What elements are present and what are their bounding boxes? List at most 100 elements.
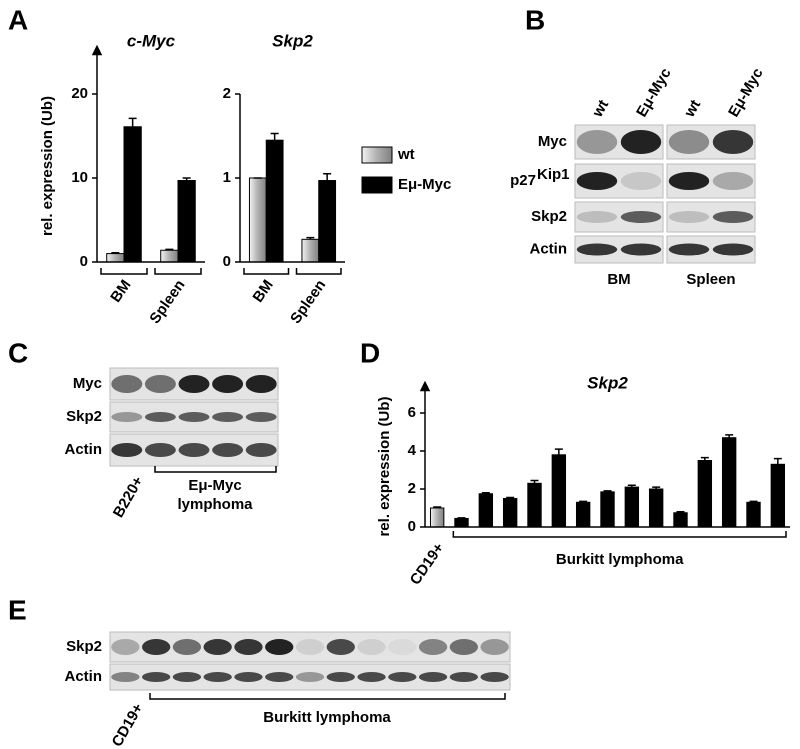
panel-letter: C [8,337,28,368]
error-bar [725,434,734,438]
panel-letter: D [360,337,380,368]
bar [527,482,542,528]
bar [454,517,469,528]
row-label: Skp2 [531,208,567,225]
blot-band [111,412,143,422]
blot-band [357,639,386,655]
blot-band [111,443,143,457]
blot-band [388,639,417,655]
bar [429,507,445,528]
group-label: lymphoma [177,496,253,513]
row-label: Skp2 [66,638,102,655]
blot-band [712,211,754,223]
blot-band [212,443,244,457]
blot-band [144,375,176,393]
chart-title: c-Myc [127,31,176,50]
blot-band [620,172,662,190]
error-bar [676,511,685,513]
column-label: Eμ-Myc [633,65,674,120]
blot-band [668,211,710,223]
error-bar [530,479,539,484]
row-label: Myc [538,133,567,150]
blot-band [265,672,294,682]
bar [160,249,179,263]
blot-band [620,211,662,223]
error-bar [749,500,758,503]
row-label: Actin [65,441,103,458]
blot-band [234,672,263,682]
y-tick-label: 2 [408,480,416,497]
group-label: Eμ-Myc [188,477,241,494]
bar [123,126,142,263]
bar [648,488,664,528]
bracket [295,268,342,275]
error-bar [603,490,612,492]
blot-band [620,130,662,154]
bar [673,512,688,528]
error-bar [481,492,490,494]
blot-band [172,672,202,682]
error-bar [270,132,279,141]
group-label: BM [607,271,630,288]
blot-band [111,672,140,682]
error-bar [700,456,709,461]
error-bar [506,496,515,499]
bar [697,460,713,528]
panel-letter: A [8,4,28,35]
y-tick-label: 20 [71,85,88,102]
chart-title: Skp2 [272,31,313,50]
bar [478,493,494,528]
column-label: Eμ-Myc [725,65,766,120]
legend-label: Eμ-Myc [398,176,451,193]
x-tick-label: BM [107,277,134,306]
row-label: Myc [73,375,102,392]
blot-band [142,672,171,682]
chart-title: Skp2 [587,373,628,392]
blot-band [480,639,509,655]
blot-band [576,172,618,190]
blot-band [712,172,754,190]
blot-band [212,375,244,393]
error-bar [652,486,661,489]
group-label: Burkitt lymphoma [263,709,391,726]
blot-band [203,672,232,682]
error-bar [323,173,332,181]
error-bar [128,117,137,127]
blot-band [144,412,176,422]
blot-band [576,243,618,256]
blot-band [178,412,210,422]
blot-band [668,130,710,154]
blot-band [449,639,478,655]
y-tick-label: 1 [223,169,231,186]
bar [502,498,518,528]
blot-band [144,443,176,457]
column-label: wt [681,97,705,121]
error-bar [182,177,191,181]
bracket [154,466,277,473]
blot-band [480,672,509,682]
lane-label: CD19+ [109,700,147,749]
x-tick-label: Spleen [146,277,188,327]
bracket [154,268,202,275]
blot-band [620,243,662,256]
x-tick-label: Spleen [287,277,329,327]
bar [770,463,786,528]
blot-band [668,172,710,190]
legend-swatch [361,176,393,194]
blot-band [245,375,277,393]
bracket [149,693,506,700]
row-label-superscript: Kip1 [537,166,570,183]
blot-band [712,130,754,154]
bar [106,253,125,263]
error-bar [165,248,174,251]
bracket [452,531,787,538]
error-bar [457,517,466,519]
group-label: Spleen [686,271,735,288]
y-tick-label: 6 [408,404,416,421]
blot-band [357,672,386,682]
error-bar [306,236,315,240]
blot-band [326,639,355,655]
blot-band [326,672,355,682]
blot-band [212,412,244,422]
